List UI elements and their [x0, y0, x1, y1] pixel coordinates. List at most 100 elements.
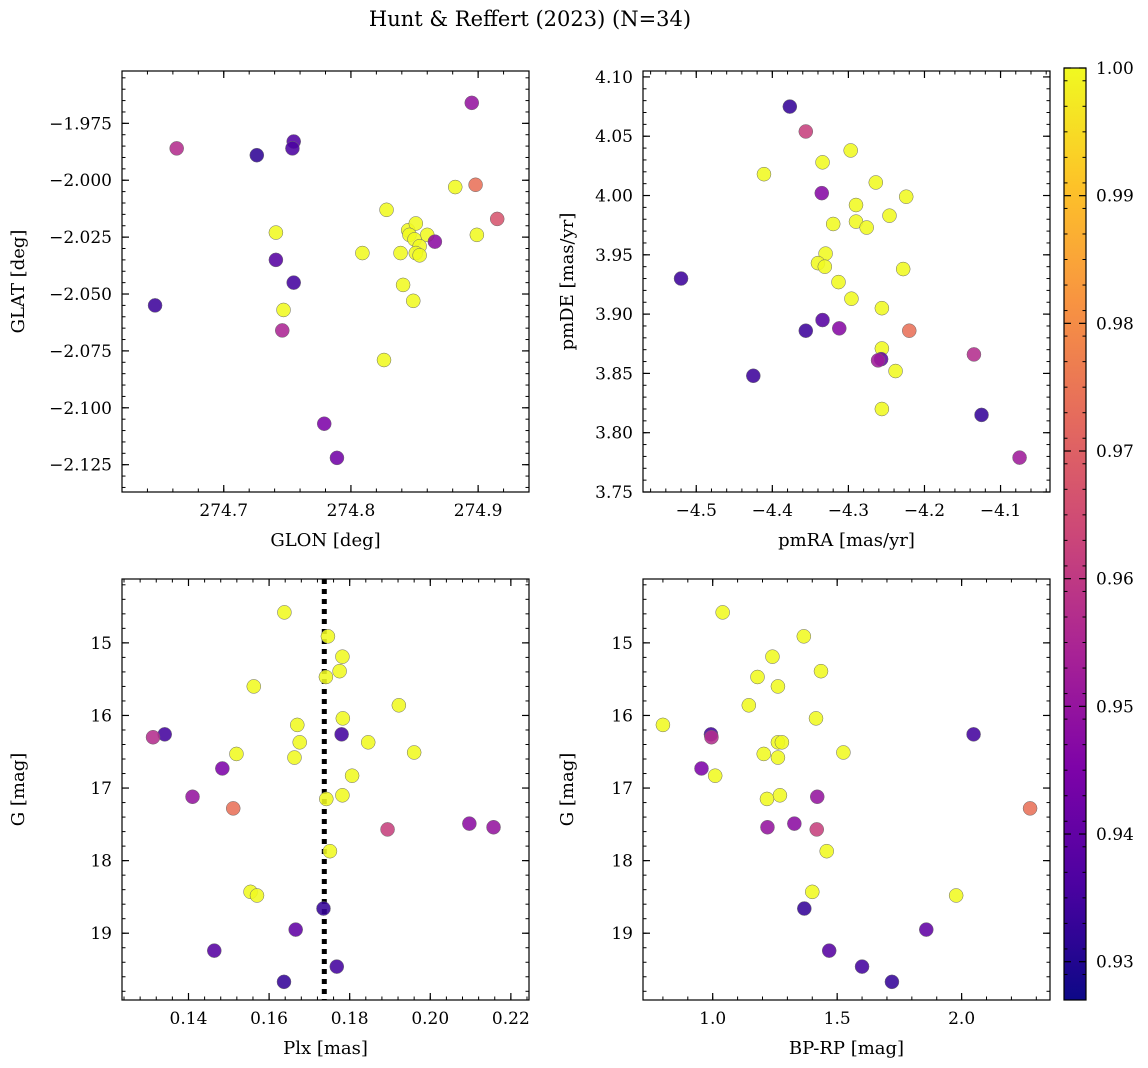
scatter-point [185, 789, 200, 805]
scatter-point [655, 717, 671, 733]
scatter-point [276, 302, 291, 318]
x-axis-label: Plx [mas] [283, 1038, 368, 1059]
y-tick-label: 15 [611, 634, 633, 654]
scatter-point [468, 177, 483, 193]
x-tick-label: 274.8 [327, 501, 376, 521]
panel-bprp-g: 1.0 1.5 2.0 15 16 17 18 19 BP-RP [mag] G [mag] [557, 578, 1051, 1059]
scatter-point [825, 216, 841, 232]
scatter-point [798, 323, 814, 338]
scatter-point [854, 959, 870, 974]
y-tick-label: −2.100 [49, 399, 112, 419]
scatter-point [225, 801, 241, 816]
colorbar-tick-label: 0.94 [1096, 825, 1134, 845]
scatter-point [376, 352, 392, 368]
scatter-point [469, 227, 485, 243]
scatter-point [815, 312, 830, 328]
scatter-point [320, 629, 336, 644]
colorbar-tick-label: 0.97 [1096, 442, 1134, 462]
scatter-point [319, 791, 334, 807]
scatter-point [464, 95, 480, 111]
scatter-point [673, 271, 689, 286]
x-tick-label: 274.9 [454, 501, 503, 521]
y-tick-label: −2.050 [49, 285, 112, 305]
scatter-point [895, 261, 911, 277]
scatter-point [966, 727, 981, 742]
scatter-point [831, 274, 846, 290]
scatter-point [335, 711, 351, 726]
y-tick-label: 3.90 [595, 305, 633, 325]
scatter-point [974, 407, 989, 423]
scatter-point [948, 888, 964, 903]
scatter-point [169, 141, 184, 156]
y-tick-label: 4.05 [595, 127, 633, 147]
x-tick-label: −4.3 [828, 501, 869, 521]
colorbar-frame [1063, 67, 1087, 1001]
scatter-point [290, 717, 305, 733]
y-tick-label: −2.000 [49, 171, 112, 191]
points-layer [673, 99, 1027, 465]
scatter-point [704, 729, 719, 745]
y-tick-label: 18 [90, 852, 112, 872]
scatter-point [406, 293, 421, 309]
scatter-point [335, 788, 350, 803]
scatter-point [391, 698, 407, 713]
scatter-point [782, 99, 798, 114]
scatter-point [888, 363, 903, 379]
y-tick-label: −1.975 [49, 114, 112, 134]
y-tick-label: 3.85 [595, 364, 633, 384]
scatter-point [843, 143, 858, 158]
scatter-point [760, 819, 775, 835]
scatter-point [848, 197, 864, 213]
scatter-point [246, 679, 262, 694]
x-axis-label: BP-RP [mag] [789, 1038, 904, 1059]
y-tick-label: 17 [611, 779, 633, 799]
scatter-point [360, 735, 376, 750]
scatter-point [787, 816, 802, 831]
axes-frame [642, 70, 1051, 493]
colorbar-gradient [1064, 68, 1086, 1000]
y-tick-label: 19 [611, 924, 633, 944]
scatter-point [406, 745, 422, 760]
scatter-point [249, 147, 265, 163]
scatter-point [756, 166, 772, 182]
y-tick-label: 16 [611, 706, 633, 726]
scatter-point [808, 711, 824, 726]
scatter-point [215, 761, 230, 776]
scatter-point [145, 729, 161, 745]
scatter-point [715, 605, 730, 620]
scatter-point [815, 155, 830, 170]
colorbar-tick-label: 0.99 [1096, 187, 1134, 207]
scatter-point [817, 259, 833, 274]
scatter-point [268, 225, 284, 240]
scatter-point [1012, 450, 1027, 465]
y-tick-label: −2.125 [49, 456, 112, 476]
scatter-point [318, 669, 334, 685]
x-tick-label: 2.0 [948, 1009, 975, 1029]
x-tick-label: −4.4 [752, 501, 793, 521]
points-layer [147, 95, 505, 466]
x-tick-label: 0.18 [331, 1009, 369, 1029]
scatter-point [902, 323, 917, 338]
scatter-point [797, 901, 812, 916]
scatter-point [285, 141, 300, 156]
scatter-point [765, 649, 780, 664]
scatter-point [821, 943, 837, 958]
scatter-point [859, 220, 874, 235]
scatter-point [316, 901, 331, 916]
colorbar: 0.93 0.94 0.95 0.96 0.97 0.98 0.99 1.00 [1063, 59, 1134, 1001]
y-tick-label: 4.00 [595, 187, 633, 207]
y-tick-label: 3.95 [595, 246, 633, 266]
scatter-point [809, 822, 825, 837]
colorbar-tick-label: 0.93 [1096, 953, 1134, 973]
y-tick-label: 17 [90, 779, 112, 799]
y-axis-label: GLAT [deg] [8, 230, 29, 334]
colorbar-tick-label: 1.00 [1096, 59, 1134, 79]
scatter-point [462, 816, 477, 831]
y-tick-label: 19 [90, 924, 112, 944]
scatter-point [329, 450, 345, 466]
scatter-point [1022, 801, 1038, 816]
y-tick-label: −2.075 [49, 342, 112, 362]
scatter-point [332, 663, 347, 679]
x-tick-label: 0.16 [250, 1009, 288, 1029]
axes-frame [121, 578, 530, 1001]
